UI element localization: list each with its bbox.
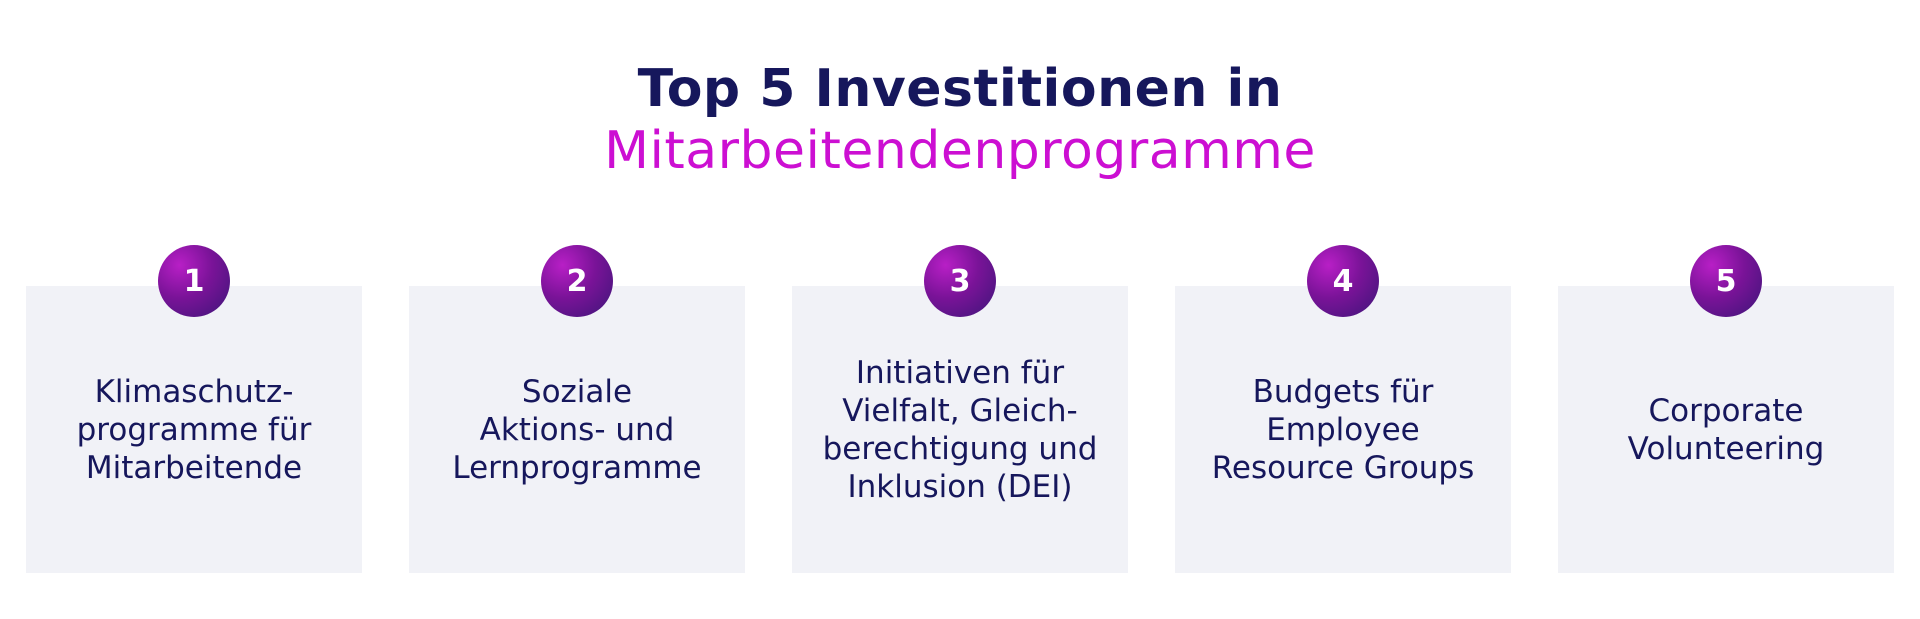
card-5: Corporate Volunteering	[1558, 286, 1894, 573]
card-2: Soziale Aktions- und Lernprogramme	[409, 286, 745, 573]
card-1-text: Klimaschutz- programme für Mitarbeitende	[76, 373, 312, 486]
badge-5: 5	[1690, 245, 1762, 317]
title-line-2: Mitarbeitendenprogramme	[604, 121, 1316, 181]
page-title: Top 5 Investitionen in Mitarbeitendenpro…	[0, 58, 1920, 182]
badge-4: 4	[1307, 245, 1379, 317]
card-4-text: Budgets für Employee Resource Groups	[1211, 373, 1475, 486]
badge-1: 1	[158, 245, 230, 317]
card-3: Initiativen für Vielfalt, Gleich- berech…	[792, 286, 1128, 573]
card-2-text: Soziale Aktions- und Lernprogramme	[452, 373, 702, 486]
card-5-text: Corporate Volunteering	[1627, 392, 1825, 467]
badge-2: 2	[541, 245, 613, 317]
card-4: Budgets für Employee Resource Groups	[1175, 286, 1511, 573]
title-line-1: Top 5 Investitionen in	[637, 59, 1283, 119]
badge-3: 3	[924, 245, 996, 317]
card-3-text: Initiativen für Vielfalt, Gleich- berech…	[822, 354, 1098, 505]
card-1: Klimaschutz- programme für Mitarbeitende	[26, 286, 362, 573]
